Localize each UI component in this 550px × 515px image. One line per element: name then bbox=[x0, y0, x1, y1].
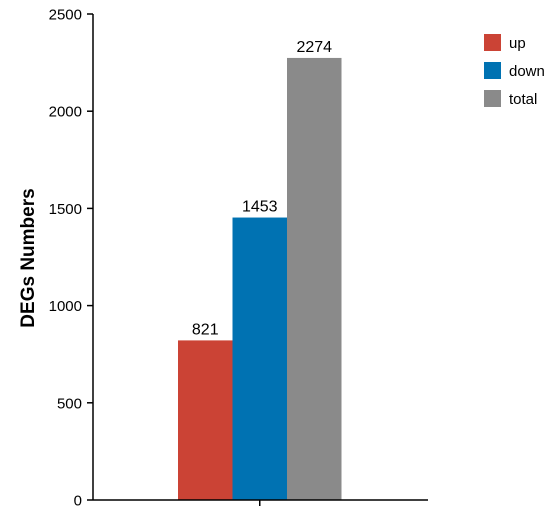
value-label-total: 2274 bbox=[296, 39, 332, 56]
bars bbox=[178, 57, 342, 501]
value-label-down: 1453 bbox=[242, 199, 278, 216]
bar-up bbox=[178, 340, 233, 500]
y-axis-ticks: 0 500 1000 1500 2000 2500 bbox=[49, 7, 93, 510]
value-labels: 821 1453 2274 bbox=[192, 39, 332, 338]
legend: up down total bbox=[484, 34, 545, 108]
legend-swatch-total bbox=[484, 90, 501, 107]
y-tick-label-2500: 2500 bbox=[49, 7, 82, 24]
y-axis-title: DEGs Numbers bbox=[18, 188, 39, 327]
y-tick-label-500: 500 bbox=[57, 395, 82, 412]
y-tick-label-1500: 1500 bbox=[49, 201, 82, 218]
axes bbox=[92, 14, 428, 506]
y-tick-label-1000: 1000 bbox=[49, 298, 82, 315]
bar-total bbox=[287, 57, 342, 501]
legend-label-down: down bbox=[509, 63, 545, 80]
legend-swatch-down bbox=[484, 62, 501, 79]
y-tick-label-2000: 2000 bbox=[49, 104, 82, 121]
legend-swatch-up bbox=[484, 34, 501, 51]
y-tick-label-0: 0 bbox=[74, 493, 82, 510]
value-label-up: 821 bbox=[192, 321, 219, 338]
legend-label-up: up bbox=[509, 35, 526, 52]
bar-down bbox=[232, 217, 287, 500]
legend-label-total: total bbox=[509, 91, 537, 108]
